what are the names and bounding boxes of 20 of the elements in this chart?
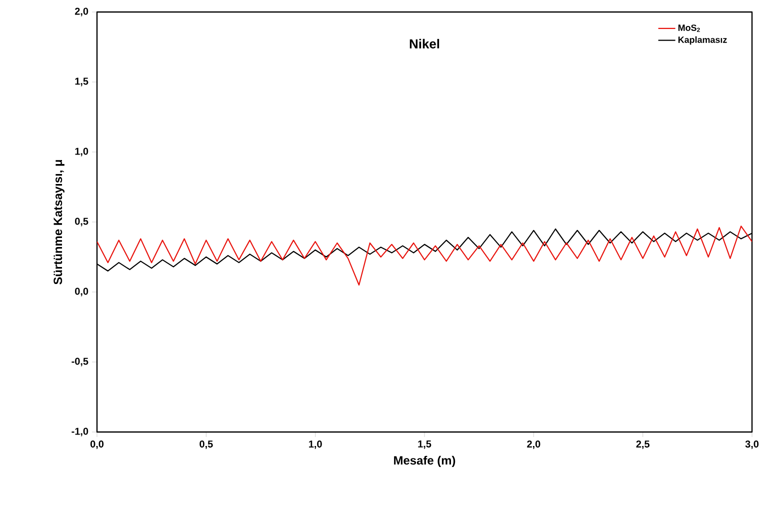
x-tick-label: 0,5: [200, 440, 213, 450]
x-axis-title: Mesafe (m): [394, 456, 456, 468]
line-series: [97, 226, 752, 286]
text: Nikel: [410, 38, 440, 48]
y-tick-label: 1,5: [75, 78, 88, 86]
x-tick-label: 0,0: [90, 440, 104, 450]
legend-label: MoS$_{2}$: [678, 24, 700, 32]
y-tick-label: 2,0: [74, 8, 88, 16]
legend-label: Kaplamasız: [678, 36, 727, 45]
y-tick-label: 0,0: [75, 288, 88, 296]
y-tick-label: -0,5: [72, 358, 88, 366]
y-tick-label: 1,0: [75, 148, 88, 156]
x-tick-label: 1,0: [309, 440, 322, 450]
x-tick-label: 3,0: [745, 440, 759, 450]
y-axis-title: Sürtünme Katsayısı, μ: [54, 160, 64, 284]
x-tick-label: 2,5: [636, 440, 650, 450]
x-tick-label: 1,5: [418, 440, 432, 449]
y-tick-label: 0,5: [75, 218, 88, 226]
x-tick-label: 2,0: [527, 440, 540, 450]
y-tick-label: -1,0: [72, 428, 88, 436]
